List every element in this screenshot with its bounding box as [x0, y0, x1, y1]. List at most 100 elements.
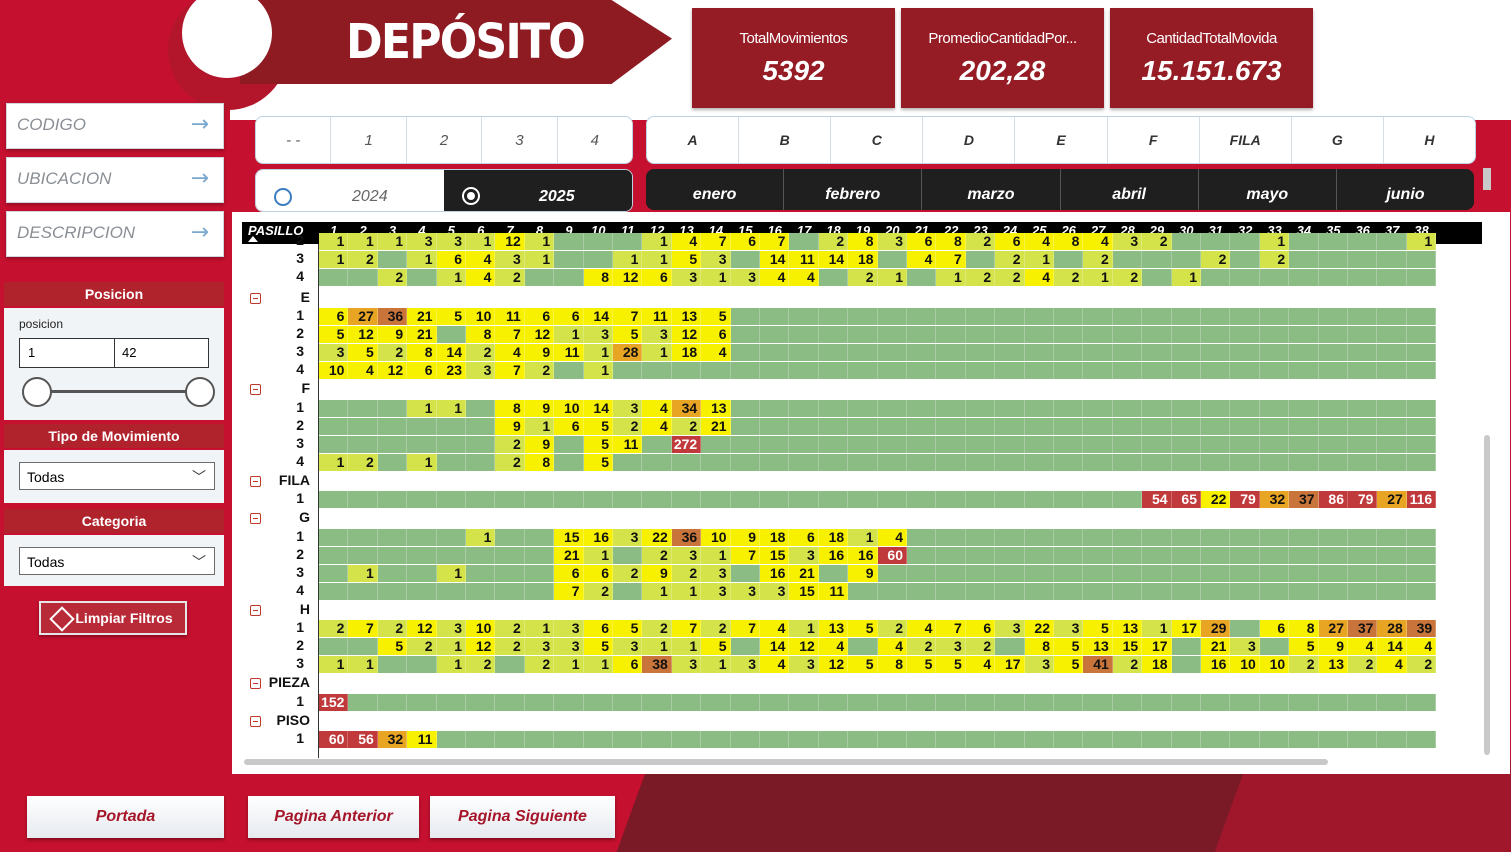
- matrix-cell[interactable]: 21: [554, 547, 583, 564]
- matrix-cell[interactable]: [907, 308, 936, 325]
- month-option[interactable]: enero: [646, 169, 784, 210]
- matrix-cell[interactable]: [966, 418, 995, 435]
- matrix-cell[interactable]: [642, 436, 671, 453]
- vertical-scrollbar[interactable]: [1484, 435, 1490, 755]
- matrix-cell[interactable]: 1: [437, 400, 466, 417]
- matrix-cell[interactable]: [1230, 344, 1259, 361]
- matrix-cell[interactable]: [731, 400, 760, 417]
- matrix-cell[interactable]: [1348, 418, 1377, 435]
- matrix-cell[interactable]: [466, 400, 495, 417]
- matrix-cell[interactable]: 3: [554, 620, 583, 637]
- matrix-cell[interactable]: [437, 436, 466, 453]
- matrix-cell[interactable]: 3: [613, 400, 642, 417]
- matrix-cell[interactable]: 2: [319, 620, 348, 637]
- matrix-cell[interactable]: 60: [878, 547, 907, 564]
- matrix-cell[interactable]: 4: [642, 400, 671, 417]
- matrix-cell[interactable]: [348, 529, 377, 546]
- portada-button[interactable]: Portada: [27, 796, 224, 838]
- matrix-cell[interactable]: [1025, 454, 1054, 471]
- matrix-cell[interactable]: [789, 326, 818, 343]
- matrix-cell[interactable]: [437, 547, 466, 564]
- matrix-cell[interactable]: [407, 418, 436, 435]
- matrix-cell[interactable]: [407, 565, 436, 582]
- matrix-cell[interactable]: 1: [407, 251, 436, 268]
- matrix-cell[interactable]: 3: [731, 656, 760, 673]
- matrix-cell[interactable]: 15: [1113, 638, 1142, 655]
- matrix-cell[interactable]: 2: [407, 638, 436, 655]
- matrix-cell[interactable]: 116: [1407, 491, 1436, 508]
- matrix-cell[interactable]: [1142, 529, 1171, 546]
- matrix-cell[interactable]: 10: [466, 620, 495, 637]
- matrix-cell[interactable]: 12: [348, 326, 377, 343]
- matrix-cell[interactable]: 14: [1377, 638, 1406, 655]
- tipo-movimiento-dropdown[interactable]: Todas ﹀: [19, 462, 215, 490]
- matrix-cell[interactable]: 1: [701, 656, 730, 673]
- matrix-cell[interactable]: [760, 418, 789, 435]
- matrix-cell[interactable]: 39: [1407, 620, 1436, 637]
- matrix-cell[interactable]: 5: [437, 308, 466, 325]
- level-option[interactable]: 3: [482, 117, 557, 163]
- matrix-cell[interactable]: 1: [642, 233, 671, 250]
- matrix-cell[interactable]: [1113, 362, 1142, 379]
- matrix-cell[interactable]: 1: [407, 454, 436, 471]
- matrix-cell[interactable]: [378, 583, 407, 600]
- matrix-cell[interactable]: [1201, 308, 1230, 325]
- matrix-cell[interactable]: 3: [437, 233, 466, 250]
- aisle-option[interactable]: H: [1384, 117, 1475, 163]
- matrix-cell[interactable]: [966, 731, 995, 748]
- matrix-cell[interactable]: [995, 362, 1024, 379]
- matrix-cell[interactable]: [1407, 436, 1436, 453]
- matrix-cell[interactable]: [348, 400, 377, 417]
- matrix-cell[interactable]: 7: [672, 620, 701, 637]
- matrix-cell[interactable]: [1113, 529, 1142, 546]
- matrix-cell[interactable]: [1201, 233, 1230, 250]
- matrix-cell[interactable]: [495, 656, 524, 673]
- matrix-cell[interactable]: [554, 436, 583, 453]
- matrix-cell[interactable]: 1: [525, 418, 554, 435]
- matrix-cell[interactable]: [1319, 308, 1348, 325]
- matrix-cell[interactable]: [878, 454, 907, 471]
- matrix-cell[interactable]: [966, 529, 995, 546]
- matrix-cell[interactable]: 10: [466, 308, 495, 325]
- matrix-cell[interactable]: [966, 308, 995, 325]
- matrix-cell[interactable]: 5: [848, 620, 877, 637]
- matrix-cell[interactable]: 3: [466, 362, 495, 379]
- matrix-cell[interactable]: 1: [1142, 620, 1171, 637]
- matrix-cell[interactable]: [1172, 436, 1201, 453]
- matrix-cell[interactable]: [525, 694, 554, 711]
- matrix-cell[interactable]: [319, 583, 348, 600]
- matrix-cell[interactable]: 2: [642, 620, 671, 637]
- prev-page-button[interactable]: Pagina Anterior: [248, 796, 419, 838]
- matrix-cell[interactable]: [319, 638, 348, 655]
- matrix-cell[interactable]: 28: [1377, 620, 1406, 637]
- matrix-cell[interactable]: [1054, 529, 1083, 546]
- matrix-cell[interactable]: [1054, 344, 1083, 361]
- matrix-cell[interactable]: 1: [525, 251, 554, 268]
- matrix-cell[interactable]: [936, 583, 965, 600]
- matrix-cell[interactable]: [995, 436, 1024, 453]
- matrix-cell[interactable]: [936, 326, 965, 343]
- matrix-cell[interactable]: [1054, 731, 1083, 748]
- matrix-cell[interactable]: 1: [701, 269, 730, 286]
- matrix-cell[interactable]: [1083, 400, 1112, 417]
- matrix-cell[interactable]: [1230, 233, 1259, 250]
- matrix-cell[interactable]: [525, 269, 554, 286]
- matrix-cell[interactable]: [878, 400, 907, 417]
- matrix-cell[interactable]: [525, 529, 554, 546]
- matrix-cell[interactable]: [495, 529, 524, 546]
- matrix-cell[interactable]: [1289, 251, 1318, 268]
- matrix-cell[interactable]: 17: [1172, 620, 1201, 637]
- matrix-cell[interactable]: [1230, 454, 1259, 471]
- matrix-cell[interactable]: [1348, 436, 1377, 453]
- matrix-cell[interactable]: 13: [672, 308, 701, 325]
- matrix-cell[interactable]: 9: [731, 529, 760, 546]
- matrix-cell[interactable]: [1083, 731, 1112, 748]
- matrix-cell[interactable]: 6: [642, 269, 671, 286]
- matrix-cell[interactable]: [1054, 583, 1083, 600]
- matrix-cell[interactable]: [319, 547, 348, 564]
- matrix-cell[interactable]: 3: [642, 326, 671, 343]
- matrix-cell[interactable]: [466, 491, 495, 508]
- matrix-cell[interactable]: [1172, 565, 1201, 582]
- matrix-cell[interactable]: 1: [848, 529, 877, 546]
- matrix-cell[interactable]: 3: [407, 233, 436, 250]
